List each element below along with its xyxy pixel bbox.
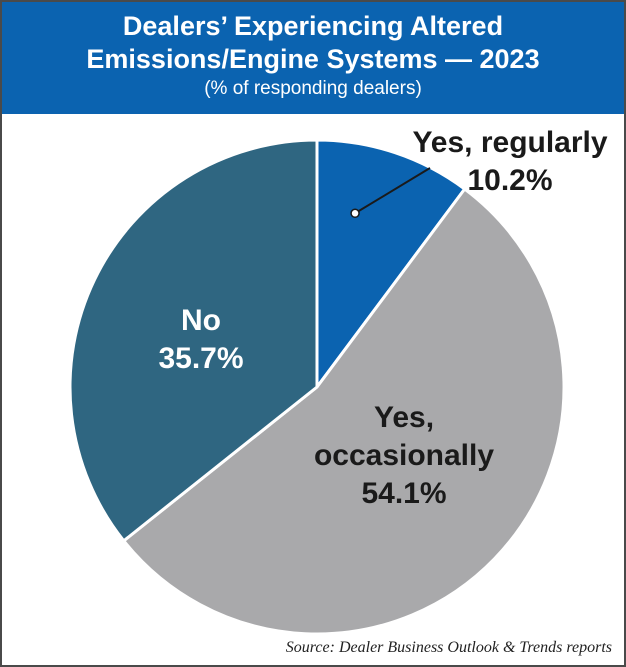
chart-title-line-2: Emissions/Engine Systems — 2023	[86, 44, 540, 74]
slice-1-value-label: 10.2%	[467, 164, 552, 197]
chart-subtitle: (% of responding dealers)	[204, 78, 422, 99]
leader-line	[354, 167, 431, 215]
slice-3-value-label: 35.7%	[158, 342, 243, 375]
source-note: Source: Dealer Business Outlook & Trends…	[285, 639, 612, 656]
slice-1-category-label: Yes, regularly	[412, 126, 607, 159]
chart-title-line-1: Dealers’ Experiencing Altered	[122, 11, 504, 41]
slice-2-value-label: 54.1%	[361, 477, 446, 510]
chart-title: Dealers’ Experiencing Altered Emissions/…	[2, 2, 624, 76]
pie-slice-1	[315, 138, 467, 389]
pie-slice-2	[122, 187, 566, 636]
chart-header: Dealers’ Experiencing Altered Emissions/…	[2, 2, 624, 114]
slice-2-category-label: Yes,	[374, 401, 434, 434]
leader-dot	[350, 208, 360, 219]
pie-slice-3	[68, 138, 319, 543]
slice-3-category-label: No	[181, 304, 221, 337]
slice-2-category-label: occasionally	[314, 439, 494, 472]
